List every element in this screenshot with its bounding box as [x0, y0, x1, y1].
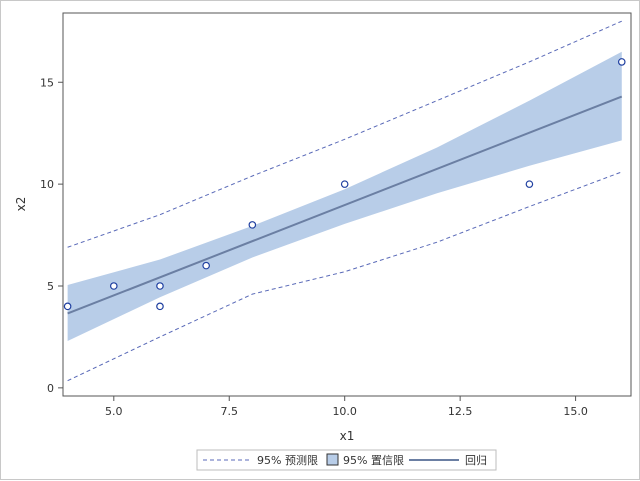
points-layer	[63, 58, 626, 311]
x-tick-label-2: 7.5	[220, 405, 238, 418]
data-point-4	[156, 302, 164, 311]
y-tick-label-2: 5	[47, 280, 54, 293]
regression-line	[67, 95, 623, 315]
data-point-2	[109, 282, 118, 290]
y-tick-label-1: 0	[47, 382, 54, 395]
legend: 95% 预测限 95% 置信限 回归	[196, 449, 497, 471]
y-tick-label-3: 10	[40, 178, 54, 191]
legend-box	[196, 449, 497, 471]
lines-layer	[67, 20, 623, 382]
confidence-band	[67, 51, 622, 341]
legend-confidence-swatch	[326, 453, 339, 466]
y-axis: 0 5 10 15	[40, 76, 63, 395]
data-point-9	[617, 58, 626, 66]
legend-prediction-label: 95% 预测限	[257, 454, 318, 467]
x-axis-label: x1	[340, 429, 355, 443]
y-tick-label-4: 15	[40, 76, 54, 89]
x-tick-label-5: 15.0	[563, 405, 588, 418]
data-point-7	[340, 180, 349, 188]
data-point-3	[156, 282, 164, 290]
bands-layer	[67, 51, 622, 341]
x-axis: 5.0 7.5 10.0 12.5 15.0	[105, 396, 588, 418]
y-axis-label: x2	[14, 197, 28, 212]
legend-regression-label: 回归	[465, 453, 487, 467]
prediction-limit-upper	[67, 20, 622, 248]
data-point-5	[202, 261, 210, 270]
x-tick-label-1: 5.0	[105, 405, 123, 418]
legend-confidence-label: 95% 置信限	[343, 454, 404, 467]
x-tick-label-4: 12.5	[448, 405, 473, 418]
data-point-6	[248, 221, 257, 229]
data-point-8	[525, 180, 534, 188]
plot-area-border	[62, 12, 632, 397]
x-tick-label-3: 10.0	[332, 405, 357, 418]
data-point-1	[63, 302, 72, 311]
